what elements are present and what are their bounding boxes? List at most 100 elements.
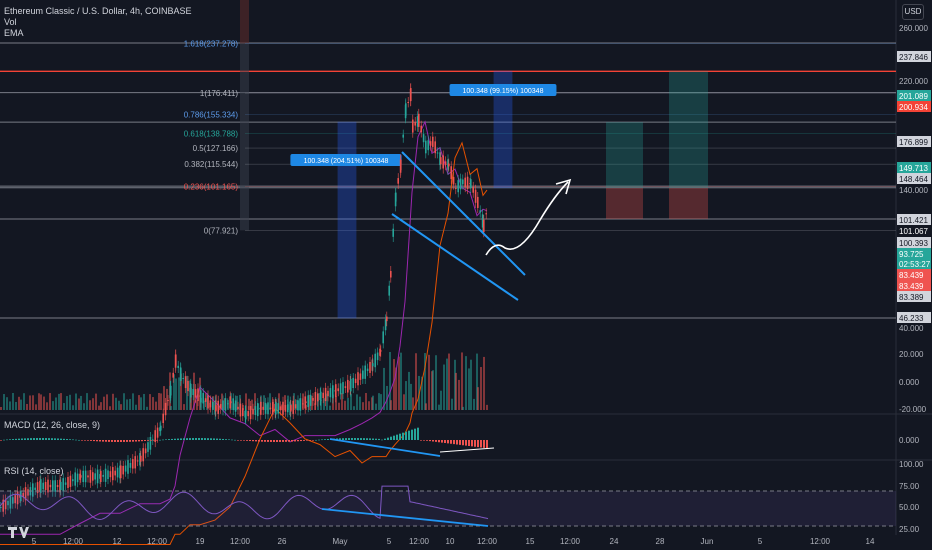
price-axis-label: 40.000 bbox=[899, 324, 924, 333]
candle bbox=[217, 400, 219, 414]
volume-bar bbox=[152, 397, 154, 410]
macd-histogram-bar bbox=[315, 439, 317, 441]
macd-histogram-bar bbox=[57, 438, 59, 440]
price-tag bbox=[897, 136, 931, 147]
price-tag bbox=[897, 173, 931, 184]
price-tag bbox=[897, 312, 931, 323]
macd-histogram-bar bbox=[0, 440, 2, 441]
volume-bar bbox=[86, 393, 88, 410]
candle bbox=[436, 152, 439, 154]
volume-bar bbox=[398, 356, 400, 410]
volume-bar bbox=[35, 404, 37, 410]
candle bbox=[267, 402, 269, 415]
volume-bar bbox=[323, 398, 325, 410]
time-axis-label: 19 bbox=[196, 537, 205, 546]
volume-bar bbox=[3, 394, 5, 410]
volume-bar bbox=[221, 393, 223, 410]
macd-histogram-bar bbox=[282, 440, 284, 442]
macd-histogram-bar bbox=[192, 438, 194, 440]
candle bbox=[448, 163, 450, 167]
macd-histogram-bar bbox=[408, 430, 410, 440]
symbol-title: Ethereum Classic / U.S. Dollar, 4h, COIN… bbox=[4, 6, 192, 16]
volume-bar bbox=[6, 397, 8, 410]
macd-histogram-bar bbox=[399, 433, 401, 440]
volume-bar bbox=[98, 405, 100, 410]
candle bbox=[317, 393, 319, 402]
macd-histogram-bar bbox=[186, 438, 188, 440]
fib-level-label: 0(77.921) bbox=[204, 226, 239, 235]
ema-slow-line bbox=[0, 141, 488, 545]
macd-histogram-bar bbox=[252, 440, 254, 442]
macd-histogram-bar bbox=[351, 438, 353, 440]
candle bbox=[292, 400, 294, 414]
price-axis-label: 0.000 bbox=[899, 378, 920, 387]
candle bbox=[192, 388, 194, 395]
candle bbox=[425, 140, 427, 154]
volume-bar bbox=[341, 393, 343, 410]
time-axis-label: 12:00 bbox=[409, 537, 430, 546]
candle bbox=[470, 179, 472, 188]
measure-label-badge bbox=[290, 154, 402, 166]
volume-bar bbox=[178, 377, 180, 410]
macd-histogram-bar bbox=[366, 438, 368, 440]
candle bbox=[16, 491, 19, 505]
candle bbox=[194, 389, 197, 398]
candle bbox=[147, 442, 149, 452]
macd-histogram-bar bbox=[297, 440, 299, 442]
time-axis-label: 26 bbox=[278, 537, 287, 546]
candle bbox=[354, 378, 357, 383]
candle bbox=[9, 494, 12, 509]
volume-bar bbox=[95, 393, 97, 410]
macd-histogram-bar bbox=[30, 438, 32, 440]
candle bbox=[400, 159, 402, 171]
price-tag bbox=[897, 214, 931, 225]
volume-bar bbox=[448, 353, 450, 410]
volume-bar bbox=[69, 394, 71, 410]
volume-bar bbox=[129, 398, 131, 410]
candle bbox=[167, 400, 169, 402]
candle bbox=[124, 465, 127, 472]
candle bbox=[339, 383, 342, 395]
volume-bar bbox=[123, 393, 125, 410]
volume-bar bbox=[18, 396, 20, 410]
fib-level-label: 0.786(155.334) bbox=[184, 110, 239, 119]
macd-histogram-bar bbox=[117, 440, 119, 442]
macd-signal-line bbox=[439, 447, 495, 453]
time-axis-label: 12 bbox=[113, 537, 122, 546]
candle bbox=[132, 459, 134, 469]
candle bbox=[344, 386, 347, 388]
volume-bar bbox=[353, 406, 355, 410]
volume-bar bbox=[380, 394, 382, 410]
candle bbox=[40, 479, 42, 493]
projection-arrow bbox=[485, 181, 569, 256]
rsi-divergence-line bbox=[321, 508, 489, 527]
macd-histogram-bar bbox=[303, 440, 305, 441]
volume-bar bbox=[63, 403, 65, 410]
volume-bar bbox=[480, 367, 482, 410]
macd-histogram-bar bbox=[357, 438, 359, 440]
candle bbox=[329, 388, 332, 398]
volume-bar bbox=[403, 394, 405, 410]
tradingview-logo-icon[interactable] bbox=[6, 524, 34, 540]
candle bbox=[219, 404, 222, 409]
candle bbox=[442, 155, 444, 169]
candle bbox=[459, 178, 462, 190]
candle bbox=[309, 394, 312, 406]
volume-bar bbox=[461, 352, 463, 410]
price-tag bbox=[897, 101, 931, 112]
price-axis-label: 237.846 bbox=[899, 53, 928, 62]
volume-bar bbox=[196, 400, 198, 410]
candle bbox=[342, 382, 344, 394]
macd-histogram-bar bbox=[423, 440, 425, 441]
volume-bar bbox=[38, 393, 40, 410]
macd-histogram-bar bbox=[300, 440, 302, 442]
candle bbox=[372, 363, 374, 367]
candle bbox=[416, 116, 419, 127]
candle bbox=[434, 141, 436, 154]
volume-bar bbox=[143, 393, 145, 410]
macd-histogram-bar bbox=[378, 438, 380, 440]
currency-button[interactable]: USD bbox=[902, 4, 924, 20]
candle bbox=[395, 192, 397, 202]
macd-histogram-bar bbox=[480, 440, 482, 448]
